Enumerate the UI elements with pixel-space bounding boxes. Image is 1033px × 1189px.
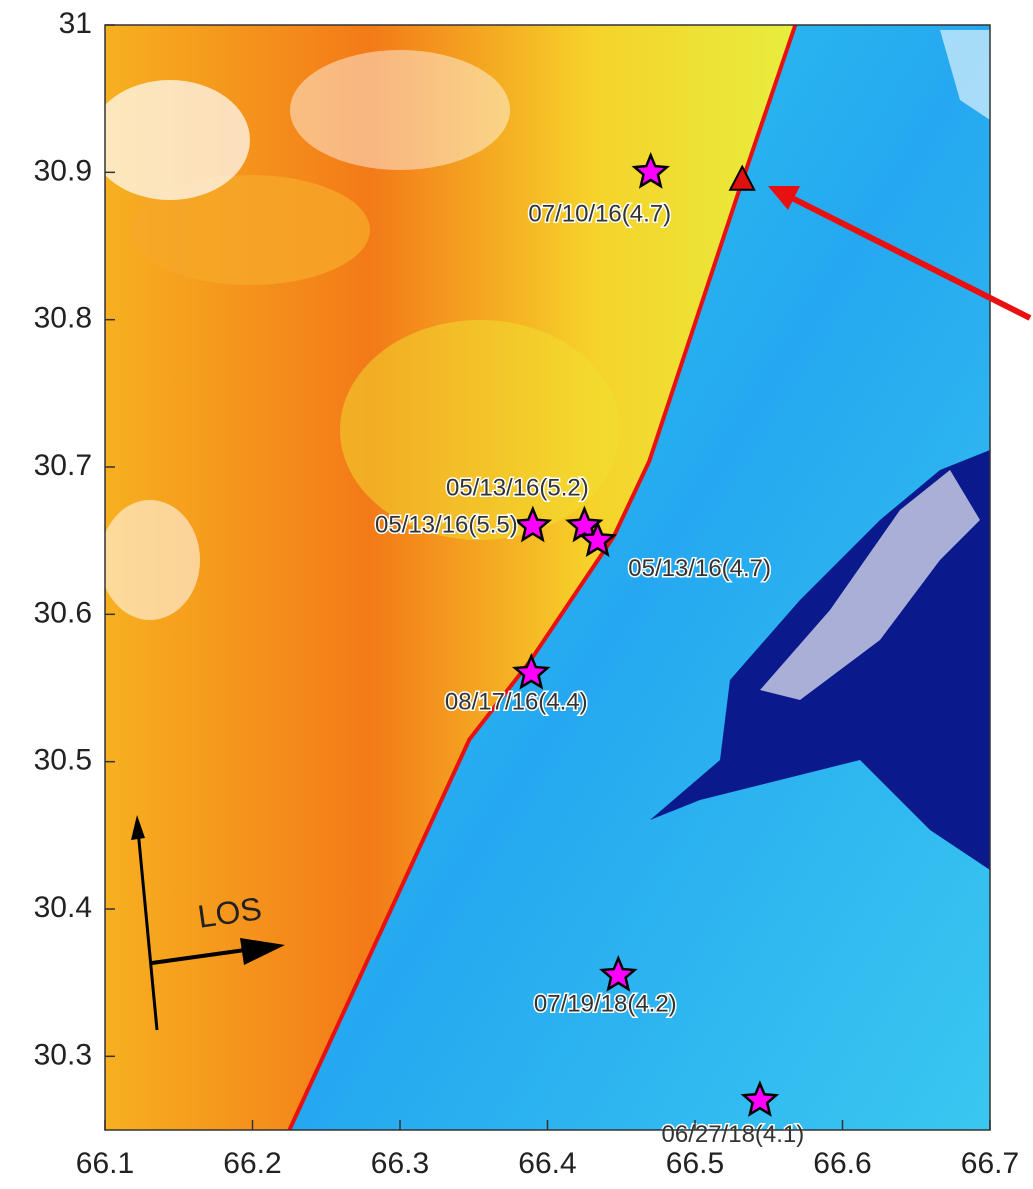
patch bbox=[100, 500, 200, 620]
y-tick-label: 30.3 bbox=[34, 1038, 92, 1071]
x-tick-label: 66.5 bbox=[666, 1147, 724, 1180]
x-tick-label: 66.2 bbox=[223, 1147, 281, 1180]
y-tick-label: 30.7 bbox=[34, 449, 92, 482]
y-tick-label: 30.6 bbox=[34, 596, 92, 629]
x-tick-label: 66.1 bbox=[76, 1147, 134, 1180]
y-tick-label: 30.8 bbox=[34, 302, 92, 335]
x-tick-label: 66.6 bbox=[813, 1147, 871, 1180]
y-tick-label: 30.5 bbox=[34, 744, 92, 777]
x-tick-label: 66.4 bbox=[518, 1147, 576, 1180]
y-tick-label: 30.9 bbox=[34, 154, 92, 187]
event-label: 07/10/16(4.7) bbox=[528, 201, 671, 228]
event-label: 05/13/16(5.5) bbox=[375, 511, 518, 538]
patch bbox=[340, 320, 620, 540]
event-label: 05/13/16(5.2) bbox=[446, 474, 589, 501]
event-label: 07/19/18(4.2) bbox=[534, 991, 677, 1018]
chart: 07/10/16(4.7) 05/13/16(5.2) 05/13/16(5.5) 0… bbox=[0, 0, 1033, 1189]
event-label: 08/17/16(4.4) bbox=[445, 689, 588, 716]
event-label: 06/27/18(4.1) bbox=[662, 1121, 805, 1148]
event-label: 05/13/16(4.7) bbox=[628, 555, 771, 582]
patch bbox=[90, 80, 250, 200]
y-tick-label: 30.4 bbox=[34, 891, 92, 924]
x-tick-label: 66.7 bbox=[961, 1147, 1019, 1180]
patch bbox=[290, 50, 510, 170]
x-tick-label: 66.3 bbox=[371, 1147, 429, 1180]
y-tick-label: 31 bbox=[59, 7, 92, 40]
raster-background bbox=[90, 15, 1000, 1140]
